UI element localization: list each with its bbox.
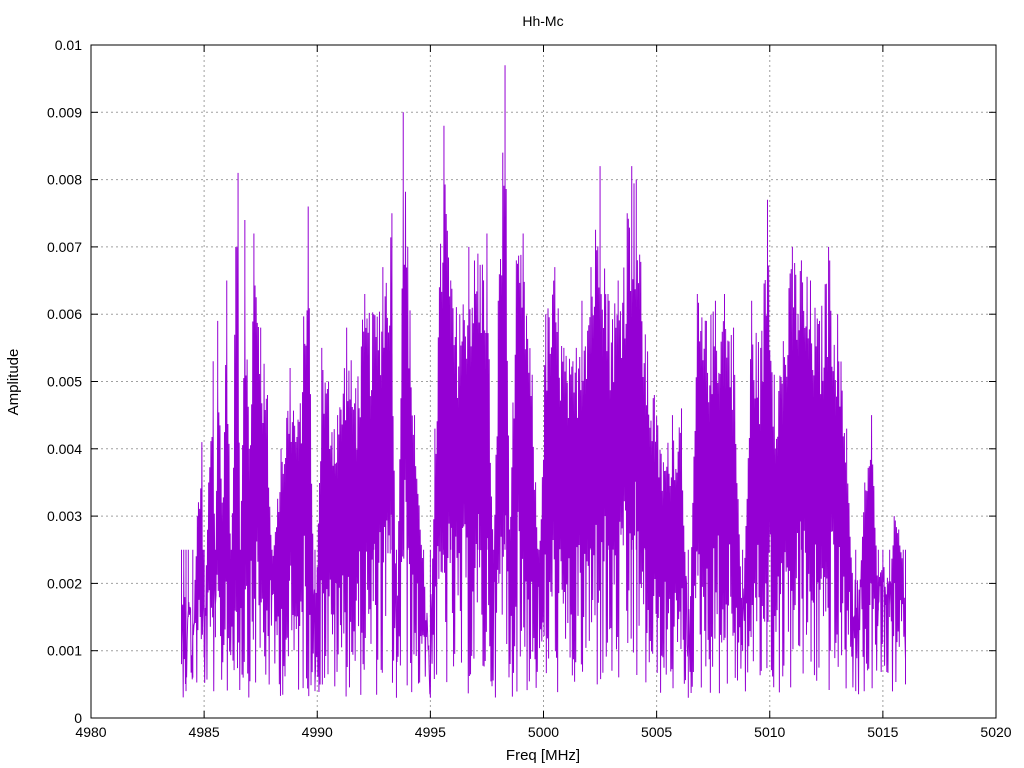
x-tick-label: 5015 [867,724,898,740]
x-tick-label: 4980 [75,724,106,740]
series-layer [181,65,906,698]
y-tick-labels: 0 0.001 0.002 0.003 0.004 0.005 0.006 0.007 0.00… [47,37,82,726]
x-tick-label: 5010 [754,724,785,740]
y-tick-label: 0.009 [47,104,82,120]
x-tick-label: 4985 [189,724,220,740]
series-line [181,65,906,698]
x-tick-labels: 4980 4985 4990 4995 5000 5005 5010 5015 5020 [75,724,1011,740]
x-tick-label: 4995 [415,724,446,740]
tick-marks [90,44,997,719]
y-tick-label: 0.004 [47,441,82,457]
x-tick-label: 5020 [980,724,1011,740]
y-tick-label: 0.001 [47,643,82,659]
y-tick-label: 0.006 [47,306,82,322]
chart-title: Hh-Mc [522,13,563,29]
y-tick-label: 0.002 [47,575,82,591]
y-tick-label: 0.005 [47,374,82,390]
y-tick-label: 0 [74,710,82,726]
x-tick-label: 5005 [641,724,672,740]
x-tick-label: 5000 [528,724,559,740]
y-tick-label: 0.007 [47,239,82,255]
x-axis-label: Freq [MHz] [506,747,580,764]
y-axis-label: Amplitude [5,349,22,416]
x-tick-label: 4990 [302,724,333,740]
y-tick-label: 0.008 [47,172,82,188]
y-tick-label: 0.003 [47,508,82,524]
y-tick-label: 0.01 [55,37,82,53]
